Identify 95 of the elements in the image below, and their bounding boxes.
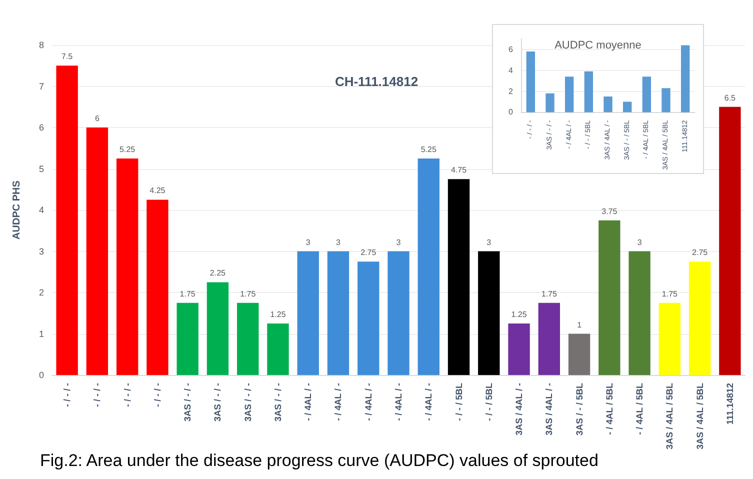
bar: [658, 302, 681, 375]
data-label: 1.25: [511, 310, 528, 319]
data-label: 7.5: [62, 52, 74, 62]
data-label: 3.75: [602, 206, 618, 216]
x-tick-label: 3AS / 4AL / -: [514, 383, 524, 436]
bar: [56, 66, 78, 375]
y-tick-label: 0: [38, 370, 44, 380]
y-tick-label: 3: [38, 246, 44, 256]
data-label: 1.75: [240, 289, 256, 298]
bar: [719, 106, 741, 375]
data-label: 6.5: [724, 93, 736, 102]
bar: [297, 251, 319, 375]
bar: [584, 71, 594, 112]
x-tick-label: - / 4AL / -: [333, 383, 344, 421]
caption: Fig.2: Area under the disease progress curve (AUDPC) values of sprouted: [40, 451, 598, 470]
x-tick-label: 3AS / 4AL / 5BL: [694, 382, 705, 450]
data-label: 4.75: [450, 166, 468, 175]
bar: [662, 88, 670, 112]
data-label: 3: [306, 238, 311, 247]
bar: [564, 76, 574, 112]
x-tick-label: - / - / -: [62, 383, 72, 407]
x-tick-label: 3AS / - / -: [272, 383, 283, 422]
y-tick-label: 5: [38, 164, 44, 174]
chart-title: AUDPC moyenne: [554, 40, 642, 52]
x-tick-label: 3AS / - / -: [212, 383, 223, 422]
data-label: 5.25: [120, 144, 136, 154]
bar: [86, 128, 108, 375]
bar: [206, 282, 229, 375]
x-tick-label: 111.14812: [724, 383, 735, 425]
data-label: 2.75: [360, 248, 377, 258]
bar: [680, 45, 690, 112]
data-label: 1.25: [270, 310, 286, 319]
bar: [176, 302, 198, 375]
y-axis-title: AUDPC PHS: [12, 180, 22, 240]
data-label: 1: [577, 320, 582, 330]
x-tick-label: - / - / 5BL: [484, 382, 494, 421]
y-tick-label: 2: [508, 86, 514, 96]
x-tick-label: - / - / 5BL: [454, 382, 464, 421]
x-tick-label: - / 4AL / -: [424, 383, 434, 421]
y-tick-label: 6: [508, 44, 514, 54]
y-tick-label: 1: [38, 328, 44, 339]
data-label: 2.25: [210, 268, 226, 278]
data-label: 2.75: [692, 248, 708, 258]
data-label: 1.75: [662, 289, 678, 298]
y-tick-label: 4: [508, 66, 514, 75]
x-tick-label: - / 4AL / 5BL: [634, 382, 645, 435]
text: CH-111.14812: [334, 74, 418, 89]
bar: [568, 334, 590, 375]
data-label: 6: [94, 114, 100, 123]
bar: [267, 323, 289, 375]
bar: [358, 262, 380, 375]
bar: [628, 251, 650, 375]
bar: [688, 262, 711, 375]
y-tick-label: 4: [38, 205, 44, 215]
bar: [508, 323, 530, 375]
bar: [622, 102, 632, 112]
y-tick-label: 2: [38, 288, 44, 298]
bar: [526, 52, 536, 112]
bar: [237, 302, 259, 375]
bar: [478, 251, 500, 375]
bar: [538, 302, 560, 375]
data-label: 1.75: [541, 289, 558, 298]
bar: [418, 158, 440, 375]
x-tick-label: 3AS / - / -: [242, 383, 253, 422]
y-tick-label: 0: [508, 108, 514, 117]
y-tick-label: 8: [38, 40, 44, 50]
x-tick-label: - / 4AL / -: [363, 383, 374, 421]
data-label: 5.25: [420, 144, 437, 154]
data-label: 3: [336, 238, 342, 247]
x-tick-label: 3AS / 4AL / 5BL: [664, 382, 675, 450]
bar: [546, 93, 554, 112]
bar: [327, 251, 350, 375]
data-label: 3: [486, 238, 492, 247]
bar: [116, 158, 138, 375]
bar: [642, 76, 652, 112]
data-label: 3: [396, 238, 402, 247]
x-tick-label: - / 4AL / 5BL: [604, 382, 614, 435]
x-tick-label: 3AS / - / -: [182, 383, 193, 422]
bar: [146, 200, 168, 375]
bar: [598, 220, 620, 375]
y-tick-label: 7: [38, 81, 44, 92]
x-tick-label: - / - / -: [152, 383, 162, 407]
x-tick-label: - / 4AL / -: [303, 383, 314, 421]
x-tick-label: 3AS / - / 5BL: [574, 382, 584, 436]
x-tick-label: 3AS / 4AL / -: [544, 383, 554, 436]
bar: [448, 179, 470, 375]
x-tick-label: - / 4AL / -: [394, 383, 404, 421]
data-label: 3: [637, 238, 642, 247]
x-tick-label: - / - / -: [122, 383, 132, 407]
bar: [388, 251, 410, 375]
data-label: 4.25: [150, 186, 166, 196]
data-label: 1.75: [180, 289, 196, 298]
y-tick-label: 6: [38, 122, 44, 132]
bar: [604, 96, 612, 112]
x-tick-label: - / - / -: [92, 383, 102, 407]
